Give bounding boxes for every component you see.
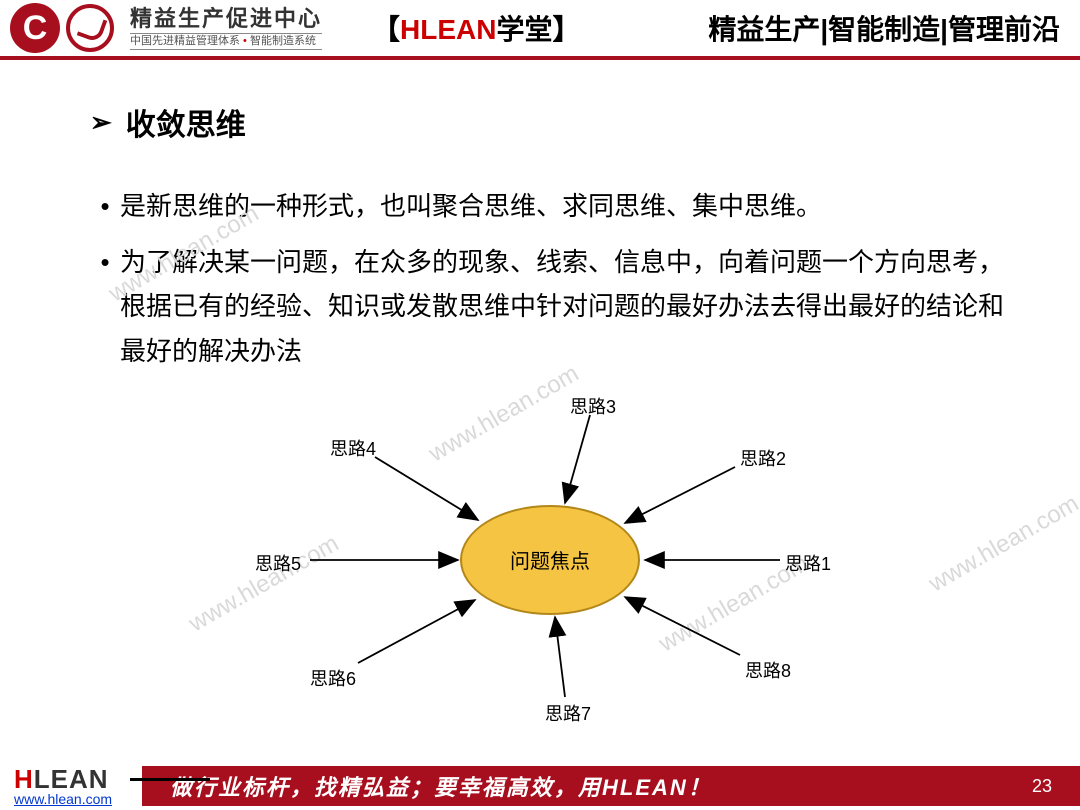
header-center: 【HLEAN学堂】: [372, 8, 581, 48]
convergent-diagram: 问题焦点 思路1思路2思路3思路4思路5思路6思路7思路8: [200, 385, 900, 715]
diagram-arrow: [375, 457, 478, 520]
footer-left: HLEAN www.hlean.com: [0, 766, 112, 806]
section-title: ➢ 收敛思维: [90, 100, 1010, 144]
diagram-arrow: [625, 467, 735, 523]
header-bar: C 精益生产促进中心 中国先进精益管理体系 • 智能制造系统 【HLEAN学堂】…: [0, 0, 1080, 60]
logo-subtitle: 中国先进精益管理体系 • 智能制造系统: [130, 33, 322, 50]
diagram-node-label: 思路6: [310, 665, 356, 691]
diagram-arrow: [358, 600, 475, 663]
footer-slogan-bar: 做行业标杆，找精弘益；要幸福高效，用HLEAN！ 23: [142, 766, 1080, 806]
bullet-dot-icon: •: [90, 184, 120, 228]
bullet-dot-icon: •: [90, 240, 120, 373]
diagram-node-label: 思路5: [255, 550, 301, 576]
bullet-text: 为了解决某一问题，在众多的现象、线索、信息中，向着问题一个方向思考，根据已有的经…: [120, 240, 1010, 373]
footer-dash: [130, 778, 210, 781]
logo-text: 精益生产促进中心 中国先进精益管理体系 • 智能制造系统: [130, 6, 322, 50]
diagram-arrow: [555, 617, 565, 697]
logo-ring-icon: [66, 4, 114, 52]
diagram-arrow: [565, 415, 590, 503]
content-area: ➢ 收敛思维 • 是新思维的一种形式，也叫聚合思维、求同思维、集中思维。 • 为…: [0, 60, 1080, 715]
header-right: 精益生产|智能制造|管理前沿: [708, 8, 1070, 48]
footer-brand: HLEAN: [14, 766, 112, 792]
logo-area: C 精益生产促进中心 中国先进精益管理体系 • 智能制造系统: [10, 3, 322, 53]
diagram-arrow: [625, 597, 740, 655]
diagram-node-label: 思路2: [740, 445, 786, 471]
diagram-node-label: 思路3: [570, 393, 616, 419]
bullet-item: • 为了解决某一问题，在众多的现象、线索、信息中，向着问题一个方向思考，根据已有…: [90, 240, 1010, 373]
footer-bar: HLEAN www.hlean.com 做行业标杆，找精弘益；要幸福高效，用HL…: [0, 762, 1080, 810]
diagram-node-label: 思路7: [545, 700, 591, 726]
logo-c-icon: C: [10, 3, 60, 53]
diagram-center-node: 问题焦点: [460, 505, 640, 615]
diagram-node-label: 思路8: [745, 657, 791, 683]
footer-url[interactable]: www.hlean.com: [14, 792, 112, 806]
center-label: 问题焦点: [510, 545, 590, 574]
arrow-icon: ➢: [90, 107, 112, 138]
title-text: 收敛思维: [126, 100, 246, 144]
page-number: 23: [1032, 776, 1052, 797]
logo-title: 精益生产促进中心: [130, 6, 322, 32]
bullet-item: • 是新思维的一种形式，也叫聚合思维、求同思维、集中思维。: [90, 184, 1010, 228]
footer-slogan: 做行业标杆，找精弘益；要幸福高效，用HLEAN！: [170, 770, 712, 802]
diagram-node-label: 思路4: [330, 435, 376, 461]
diagram-node-label: 思路1: [785, 550, 831, 576]
bullet-text: 是新思维的一种形式，也叫聚合思维、求同思维、集中思维。: [120, 184, 822, 228]
